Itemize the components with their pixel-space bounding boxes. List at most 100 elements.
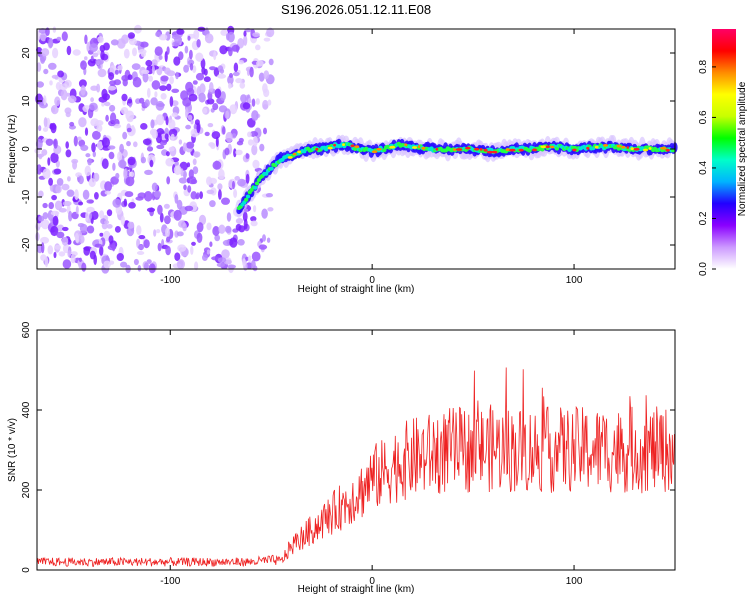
noise-speckle [174, 194, 179, 204]
ridge-peak [376, 147, 382, 151]
noise-speckle [83, 246, 90, 256]
noise-speckle [67, 95, 77, 104]
noise-speckle [173, 165, 182, 176]
noise-speckle [204, 131, 210, 137]
noise-speckle [153, 229, 157, 237]
noise-speckle [126, 117, 134, 123]
noise-speckle [78, 175, 84, 185]
noise-speckle [239, 82, 246, 89]
noise-speckle [56, 36, 62, 41]
noise-speckle [268, 58, 274, 66]
noise-speckle [173, 209, 182, 221]
noise-speckle [136, 225, 142, 236]
noise-speckle [261, 208, 268, 219]
colorbar-tick-label: 0.2 [698, 211, 709, 225]
noise-speckle [155, 31, 161, 37]
spectrogram-y-ticks: -20 -10 0 10 20 [21, 47, 675, 252]
noise-speckle [245, 153, 250, 159]
noise-speckle [151, 65, 155, 75]
noise-speckle [120, 261, 128, 268]
noise-speckle [99, 232, 104, 237]
noise-speckle [217, 73, 227, 79]
noise-speckle [195, 193, 199, 200]
noise-speckle [85, 153, 91, 158]
figure-title: S196.2026.051.12.11.E08 [281, 2, 431, 17]
noise-speckle [54, 244, 62, 250]
noise-speckle [69, 121, 75, 127]
noise-speckle [45, 27, 50, 36]
noise-speckle [177, 244, 187, 252]
noise-speckle [90, 55, 94, 62]
noise-speckle [51, 106, 56, 113]
noise-speckle [36, 164, 42, 175]
noise-speckle [160, 93, 167, 100]
y-tick-label: 600 [21, 321, 32, 338]
noise-speckle [169, 76, 175, 85]
noise-speckle [196, 39, 201, 48]
noise-speckle [127, 74, 133, 81]
noise-speckle [138, 235, 146, 240]
noise-speckle [150, 97, 158, 106]
noise-speckle [227, 264, 236, 269]
x-tick-label: -100 [160, 576, 180, 587]
noise-speckle [91, 142, 96, 153]
noise-speckle [209, 66, 217, 71]
noise-speckle [222, 126, 226, 135]
noise-speckle [48, 62, 57, 70]
noise-speckle [233, 62, 239, 73]
noise-speckle [178, 51, 184, 61]
noise-speckle [99, 245, 104, 256]
ridge-core [256, 178, 262, 182]
noise-speckle [140, 41, 149, 48]
noise-speckle [165, 245, 171, 256]
noise-speckle [185, 107, 189, 119]
noise-speckle [183, 184, 187, 191]
noise-speckle [110, 39, 119, 46]
noise-speckle [36, 81, 44, 88]
noise-speckle [254, 44, 261, 51]
noise-speckle [110, 112, 117, 124]
noise-speckle [125, 176, 135, 187]
noise-speckle [151, 59, 158, 67]
noise-speckle [242, 102, 251, 110]
y-tick-label: 400 [21, 401, 32, 418]
noise-speckle [170, 133, 175, 141]
noise-speckle [190, 119, 194, 125]
noise-speckle [209, 200, 216, 208]
noise-speckle [157, 242, 162, 252]
noise-speckle [127, 156, 136, 166]
noise-speckle [209, 241, 213, 247]
noise-speckle [140, 51, 146, 57]
noise-speckle [124, 191, 134, 198]
noise-speckle [143, 239, 150, 249]
noise-speckle [135, 196, 144, 201]
colorbar-tick-label: 0.6 [698, 110, 709, 124]
ridge-peak [297, 150, 301, 154]
noise-speckle [156, 144, 165, 150]
noise-speckle [237, 239, 245, 246]
ridge-core [254, 181, 260, 186]
noise-speckle [65, 141, 69, 149]
noise-speckle [47, 157, 51, 166]
noise-speckle [191, 241, 196, 246]
noise-speckle [154, 91, 158, 98]
noise-speckle [92, 130, 101, 140]
noise-speckle [58, 251, 66, 257]
noise-speckle [159, 139, 168, 146]
noise-speckle [171, 88, 180, 94]
noise-speckle [92, 52, 99, 58]
noise-speckle [250, 216, 257, 222]
noise-speckle [266, 27, 275, 38]
noise-speckle [104, 190, 112, 195]
noise-speckle [182, 142, 187, 152]
ridge-peak [545, 145, 550, 149]
ridge-peak [602, 144, 609, 147]
noise-speckle [148, 263, 156, 274]
noise-speckle [211, 131, 221, 140]
noise-speckle [119, 143, 124, 154]
noise-speckle [86, 206, 95, 213]
noise-speckle [215, 136, 219, 148]
noise-speckle [238, 60, 244, 65]
ridge-peak [660, 146, 667, 150]
noise-speckle [122, 78, 128, 87]
